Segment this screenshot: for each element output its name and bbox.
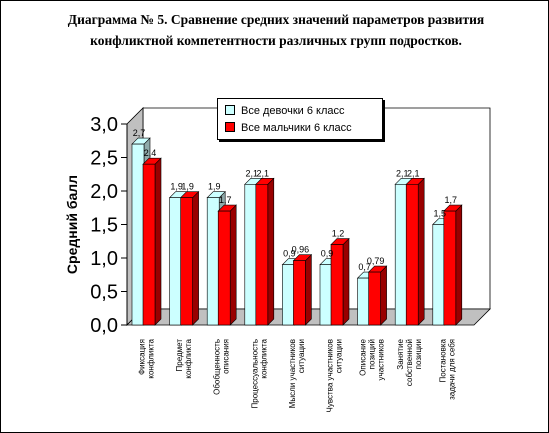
data-label: 2,1 [246, 168, 259, 178]
bar-side [342, 237, 350, 326]
bar [169, 197, 182, 326]
bar [357, 277, 370, 326]
bar [131, 143, 145, 326]
bar [217, 210, 231, 326]
y-tick-label: 0,5 [90, 282, 118, 304]
bar [244, 184, 258, 326]
data-label: 2,1 [257, 168, 270, 178]
data-label: 0,9 [321, 249, 334, 259]
y-tick-label: 0,0 [90, 315, 118, 337]
bar [405, 184, 419, 326]
bar [282, 264, 295, 326]
y-tick-label: 2,0 [90, 181, 118, 203]
bar-side [192, 190, 199, 326]
x-tick-label: Занятиесобственнойпозиции [396, 338, 423, 386]
y-axis-label: Средний балл [64, 175, 80, 274]
bar [432, 224, 446, 326]
data-label: 2,1 [407, 168, 420, 178]
bar [319, 264, 333, 326]
x-tick-label: Процессуальностьконфликта [250, 338, 268, 408]
data-label: 2,7 [133, 128, 146, 138]
x-tick-label: Чувства участниковситуации [326, 339, 344, 412]
bar-side [455, 204, 463, 326]
data-label: 1,5 [434, 209, 447, 219]
x-tick-label: Мысли участниковситуации [288, 339, 306, 408]
bar [206, 197, 220, 326]
chart-legend: Все девочки 6 класс Все мальчики 6 класс [217, 98, 383, 140]
bar [255, 184, 269, 326]
legend-swatch-boys [225, 122, 235, 132]
x-tick-label: Предметконфликта [175, 338, 193, 378]
y-tick-label: 1,5 [90, 215, 118, 237]
bar-side [305, 253, 312, 326]
data-label: 1,7 [219, 195, 232, 205]
data-label: 2,1 [396, 168, 409, 178]
x-tick-label: Описаниепозицийучастников [359, 338, 386, 380]
bar [330, 244, 344, 326]
bar [142, 163, 156, 326]
legend-entry-boys: Все мальчики 6 класс [225, 121, 352, 136]
y-tick-label: 3,0 [90, 114, 118, 136]
data-label: 0,7 [358, 262, 371, 272]
bar [443, 210, 457, 326]
bar-side [154, 157, 162, 326]
data-label: 0,9 [283, 249, 296, 259]
data-label: 1,9 [181, 182, 194, 192]
legend-swatch-girls [225, 105, 235, 115]
x-tick-label: Фиксацияконфликта [138, 338, 156, 378]
bar [293, 260, 306, 326]
bar-side [380, 265, 387, 326]
legend-label-girls: Все девочки 6 класс [241, 105, 345, 117]
legend-entry-girls: Все девочки 6 класс [225, 104, 345, 119]
legend-label-boys: Все мальчики 6 класс [241, 122, 352, 134]
bar [368, 271, 381, 326]
data-label: 0,79 [367, 256, 385, 266]
chart-title: Диаграмма № 5. Сравнение средних значени… [67, 12, 485, 48]
bar [180, 197, 193, 326]
data-label: 0,96 [292, 245, 310, 255]
bar [394, 184, 408, 326]
data-label: 1,7 [445, 195, 458, 205]
x-tick-label: Обобщенностьописания [213, 339, 231, 395]
data-label: 1,9 [170, 182, 183, 192]
bar-side [417, 177, 425, 326]
bar-side [229, 204, 237, 326]
data-label: 1,2 [332, 229, 345, 239]
data-label: 2,4 [144, 148, 157, 158]
data-label: 1,9 [208, 182, 221, 192]
y-tick-label: 1,0 [90, 248, 118, 270]
x-tick-label: Постановказадачи для себя [438, 338, 456, 399]
y-tick-label: 2,5 [90, 148, 118, 170]
bar-side [267, 177, 275, 326]
